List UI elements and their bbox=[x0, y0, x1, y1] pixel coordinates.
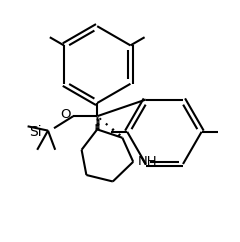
Text: NH: NH bbox=[137, 155, 157, 167]
Text: O: O bbox=[60, 108, 71, 121]
Text: Si: Si bbox=[29, 125, 42, 139]
